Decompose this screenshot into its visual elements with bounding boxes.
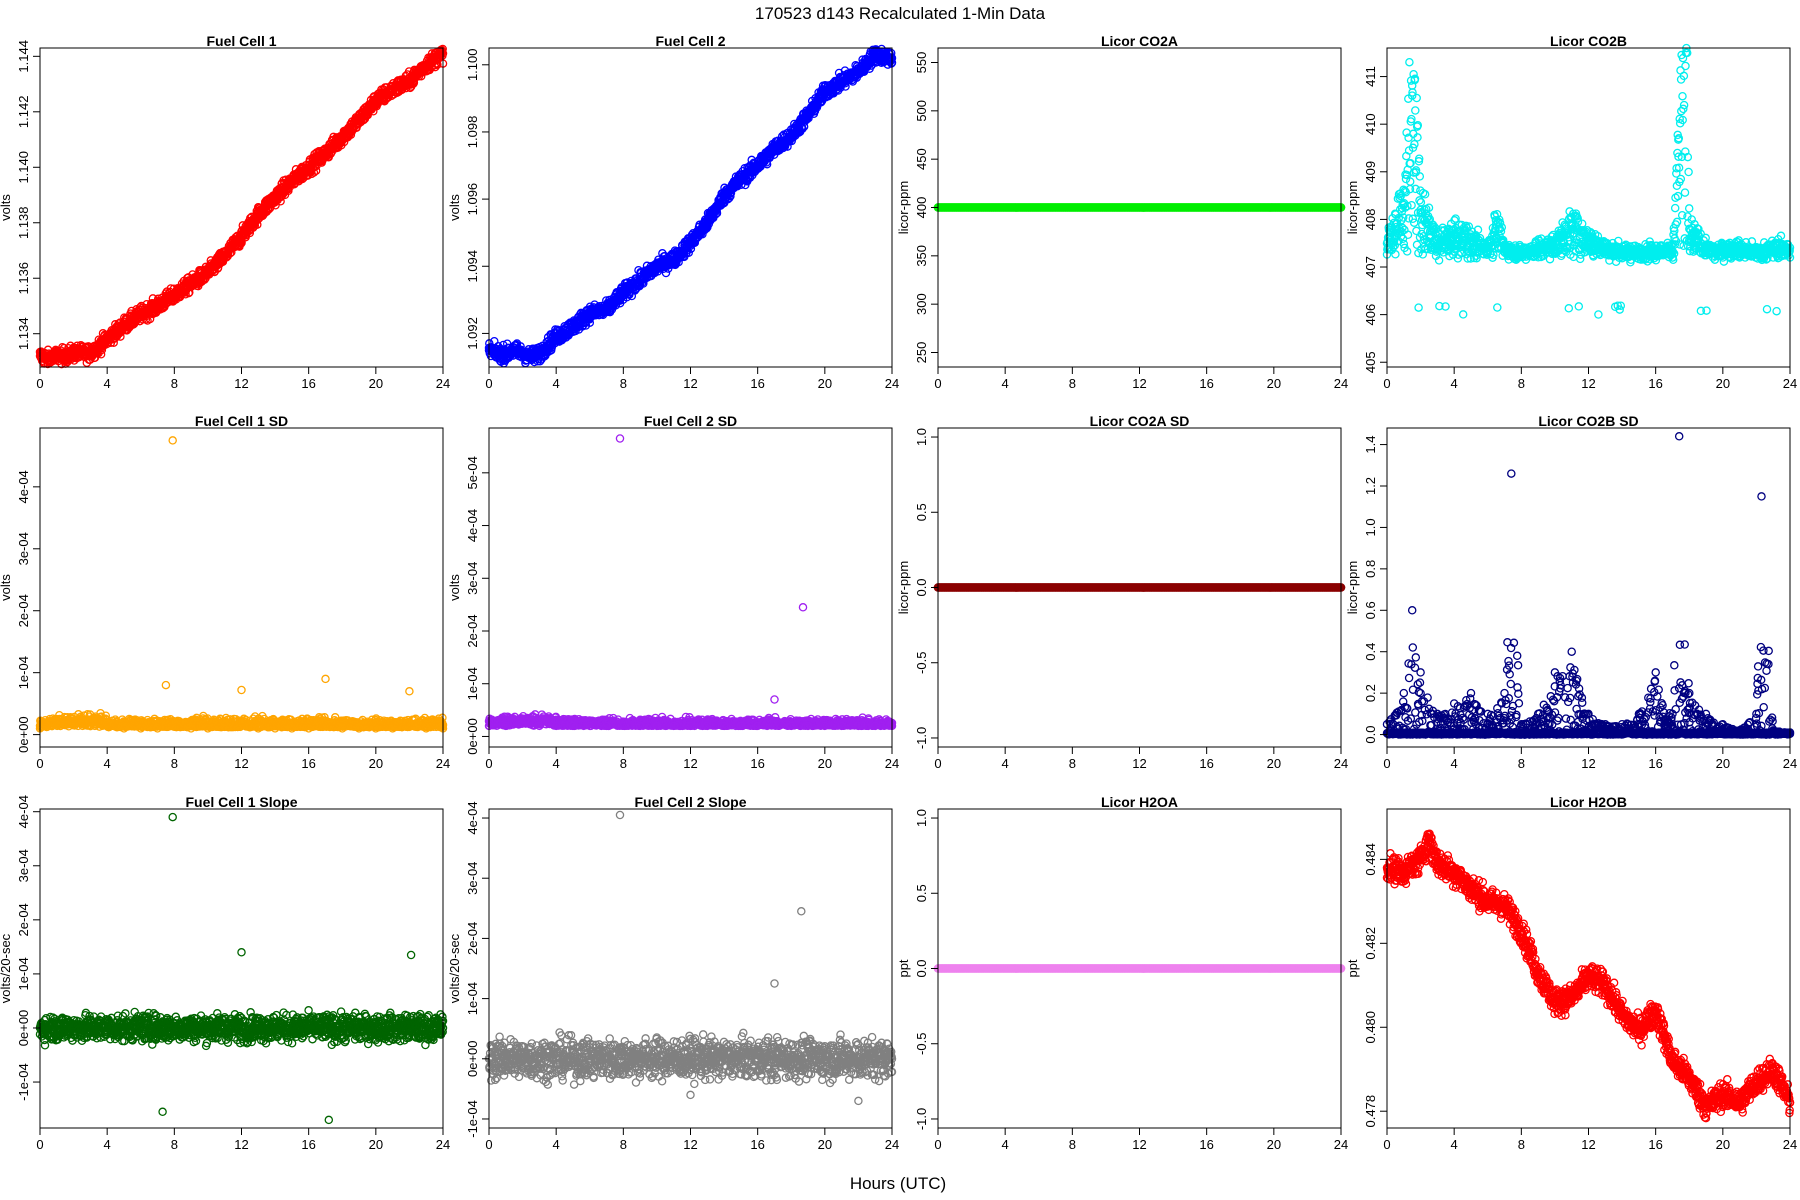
data-point (1762, 304, 1772, 314)
x-tick-label: 0 (36, 376, 43, 391)
y-axis-label: volts (447, 194, 462, 221)
x-tick-label: 16 (1199, 376, 1213, 391)
x-tick-label: 8 (620, 376, 627, 391)
y-axis-label: licor-ppm (896, 181, 911, 234)
data-series (1382, 43, 1795, 319)
data-point (1564, 304, 1574, 313)
y-tick-label: 1.142 (16, 96, 31, 129)
data-point (1416, 198, 1426, 207)
y-tick-label: 250 (914, 342, 929, 364)
x-tick-label: 20 (369, 376, 383, 391)
chart-panel: Fuel Cell 1 volts 0 4 8 12 16 20 24 1.134 1.136 1.1… (0, 33, 450, 391)
data-point (96, 350, 106, 359)
data-series (35, 44, 448, 369)
data-series (933, 203, 1346, 212)
x-tick-label: 12 (234, 376, 248, 391)
data-point (1680, 188, 1690, 197)
y-tick-label: 1.096 (465, 183, 480, 216)
x-tick-label: 16 (750, 376, 764, 391)
x-tick-label: 4 (553, 376, 560, 391)
data-point (1574, 302, 1584, 311)
data-point (1493, 303, 1502, 312)
data-point (1684, 167, 1693, 177)
y-axis-label: volts (0, 194, 13, 221)
x-tick-label: 8 (171, 376, 178, 391)
y-tick-label: 1.144 (16, 40, 31, 73)
data-point (1407, 200, 1416, 210)
x-tick-label: 24 (1334, 376, 1348, 391)
data-point (109, 338, 118, 347)
y-tick-label: 1.138 (16, 206, 31, 239)
x-tick-label: 0 (485, 376, 492, 391)
data-point (1684, 204, 1694, 213)
panels-grid: Fuel Cell 1 volts 0 4 8 12 16 20 24 1.134 1.136 1.1… (0, 33, 1797, 1152)
y-tick-label: 450 (914, 148, 929, 170)
data-point (1594, 310, 1603, 319)
y-tick-label: 1.134 (16, 317, 31, 350)
x-tick-label: 4 (104, 376, 111, 391)
y-tick-label: 400 (914, 197, 929, 219)
x-tick-label: 8 (1069, 376, 1076, 391)
panel-title: Fuel Cell 2 (655, 33, 725, 49)
figure-title: 170523 d143 Recalculated 1-Min Data (755, 4, 1046, 23)
y-tick-label: 1.092 (465, 317, 480, 350)
data-point (1411, 106, 1420, 115)
x-tick-label: 12 (683, 376, 697, 391)
data-point (1403, 230, 1413, 240)
y-tick-label: 550 (914, 52, 929, 74)
x-tick-label: 0 (934, 376, 941, 391)
x-tick-label: 20 (1267, 376, 1281, 391)
y-tick-label: 350 (914, 245, 929, 267)
y-tick-label: 1.098 (465, 116, 480, 149)
data-point (1412, 240, 1422, 250)
chart-panel: Fuel Cell 2 volts 0 4 8 12 16 20 24 1.092 1.094 1.0… (447, 33, 899, 391)
y-tick-label: 500 (914, 100, 929, 122)
data-series (484, 44, 897, 368)
chart-panel: Licor CO2A licor-ppm 0 4 8 12 16 20 24 250 300 350 4… (896, 33, 1348, 391)
x-tick-label: 20 (818, 376, 832, 391)
x-tick-label: 24 (436, 376, 450, 391)
data-point (1681, 61, 1690, 71)
x-tick-label: 16 (301, 376, 315, 391)
x-tick-label: 24 (885, 376, 899, 391)
y-tick-label: 1.100 (465, 49, 480, 82)
y-tick-label: 1.136 (16, 262, 31, 295)
data-point (1458, 310, 1468, 319)
data-point (1415, 172, 1425, 181)
y-tick-label: 1.094 (465, 250, 480, 283)
panel-title: Licor CO2B (1550, 33, 1627, 49)
panel-title: Fuel Cell 1 (206, 33, 276, 49)
panel-title: Licor CO2A (1101, 33, 1178, 49)
data-point (1670, 203, 1680, 213)
y-axis-label: licor-ppm (1345, 181, 1360, 234)
y-tick-label: 300 (914, 293, 929, 315)
x-tick-label: 12 (1132, 376, 1146, 391)
data-point (1678, 91, 1687, 101)
x-tick-label: 4 (1002, 376, 1009, 391)
data-point (1405, 57, 1414, 67)
data-point (1414, 303, 1423, 312)
y-tick-label: 1.140 (16, 151, 31, 184)
